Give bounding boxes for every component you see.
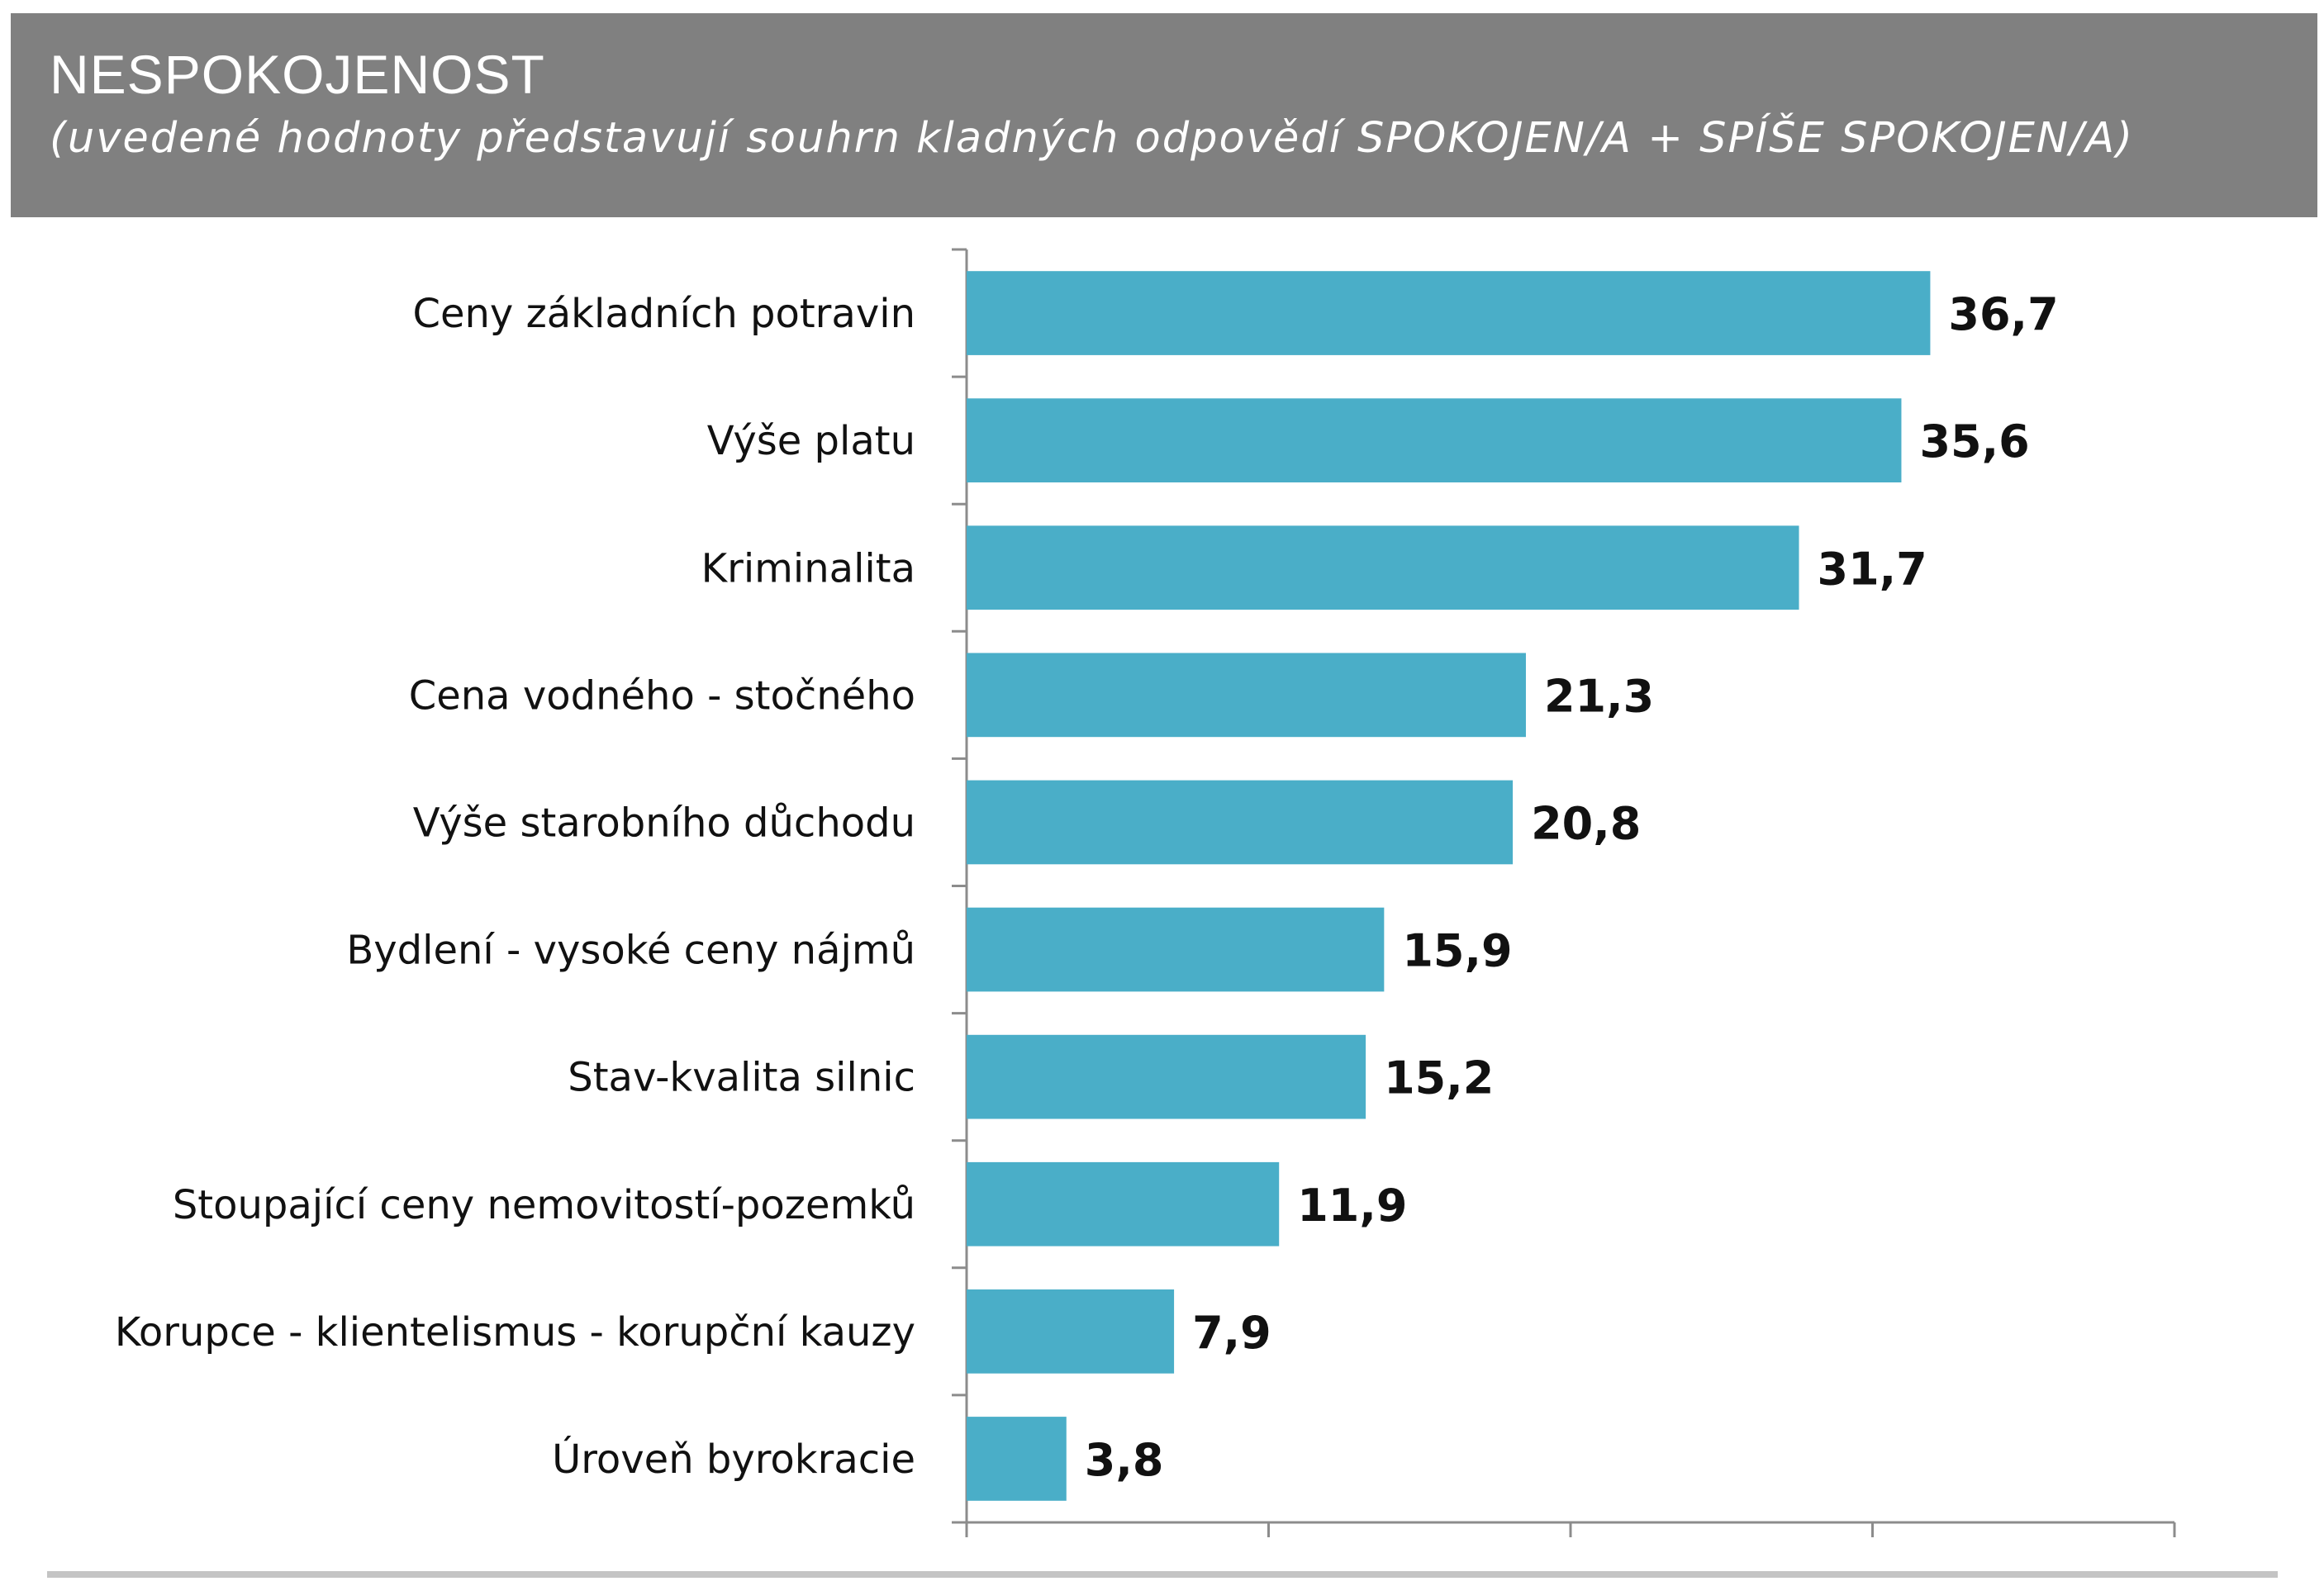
bar	[967, 653, 1526, 738]
bar	[967, 1417, 1067, 1501]
data-label: 15,2	[1384, 1052, 1494, 1104]
data-label: 11,9	[1297, 1180, 1407, 1232]
bar-series	[967, 271, 1931, 1501]
bar	[967, 398, 1902, 483]
bar	[967, 1034, 1366, 1119]
category-label: Úroveň byrokracie	[552, 1436, 915, 1483]
bar	[967, 271, 1931, 355]
category-label: Bydlení - vysoké ceny nájmů	[346, 928, 915, 974]
category-label: Výše starobního důchodu	[413, 800, 915, 846]
data-label: 20,8	[1531, 797, 1641, 849]
category-label: Ceny základních potravin	[412, 291, 915, 337]
category-label: Výše platu	[707, 418, 915, 464]
value-labels: 36,7 35,6 31,7 21,3 20,8 15,9 15,2 11,9 7,9 3,8	[1085, 288, 2059, 1486]
category-label: Kriminalita	[701, 545, 915, 591]
category-labels: Ceny základních potravin Výše platu Krimin…	[115, 291, 915, 1483]
category-label: Korupce - klientelismus - korupční kauzy	[115, 1309, 915, 1356]
bar	[967, 1161, 1280, 1246]
data-label: 7,9	[1192, 1307, 1271, 1359]
bar	[967, 525, 1799, 610]
bar	[967, 780, 1514, 865]
category-label: Stav-kvalita silnic	[568, 1055, 915, 1101]
data-label: 3,8	[1085, 1434, 1164, 1486]
category-label: Cena vodného - stočného	[409, 672, 915, 719]
chart-title: NESPOKOJENOST	[50, 44, 545, 105]
category-label: Stoupající ceny nemovitostí-pozemků	[173, 1182, 915, 1228]
bottom-divider	[47, 1571, 2278, 1578]
data-label: 21,3	[1544, 670, 1654, 722]
chart-subtitle: (uvedené hodnoty představují souhrn klad…	[50, 114, 2134, 163]
bar	[967, 907, 1385, 992]
chart-header	[11, 13, 2317, 217]
data-label: 15,9	[1402, 925, 1512, 977]
bar	[967, 1289, 1175, 1374]
data-label: 35,6	[1919, 415, 2029, 468]
data-label: 36,7	[1948, 288, 2058, 340]
data-label: 31,7	[1818, 543, 1927, 595]
